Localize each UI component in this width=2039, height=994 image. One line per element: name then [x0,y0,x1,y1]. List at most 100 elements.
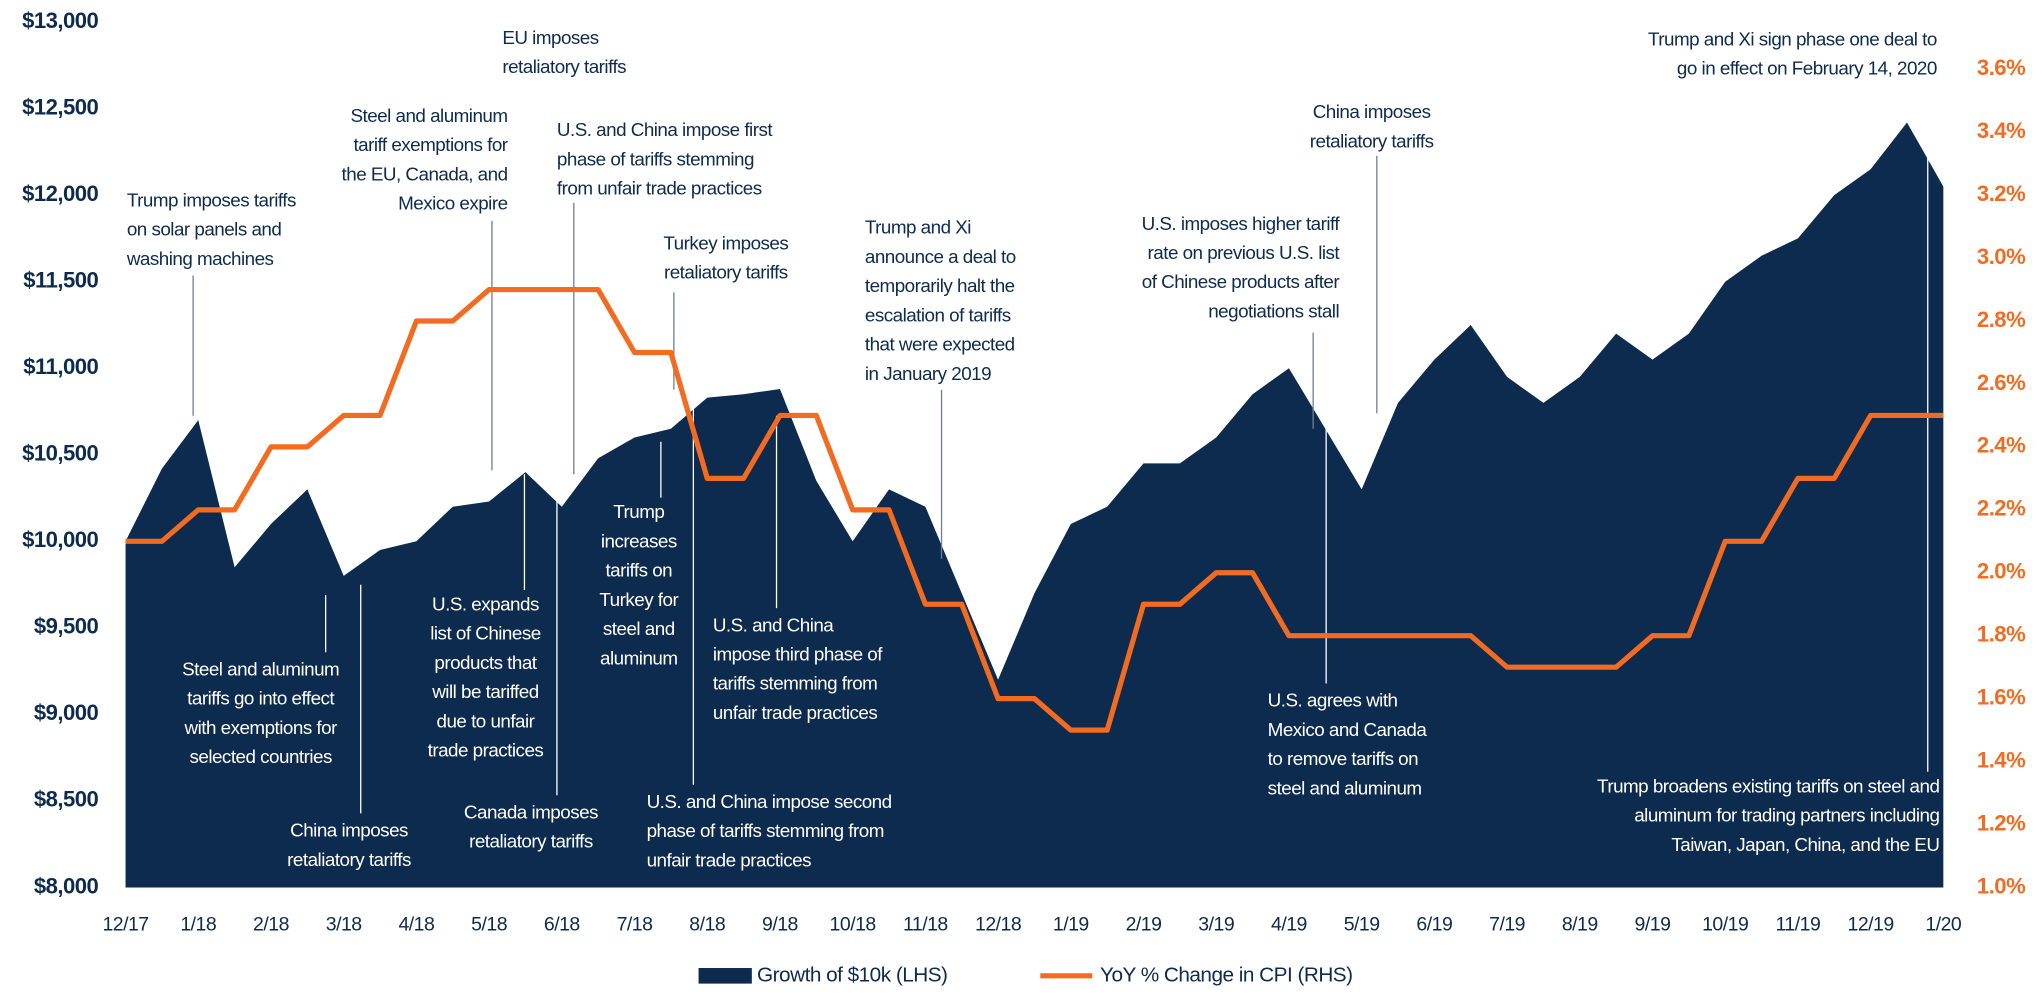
x-tick-label: 1/20 [1925,913,1962,935]
annotation-text: steel and [603,618,675,639]
y2-tick-label: 2.0% [1977,559,2026,584]
x-tick-label: 12/18 [975,913,1021,935]
annotation-text: Mexico and Canada [1268,719,1428,740]
annotation-text: U.S. imposes higher tariff [1142,213,1341,234]
annotation-text: tariffs go into effect [187,688,335,709]
x-tick-label: 4/18 [398,913,434,935]
x-tick-label: 11/18 [903,913,948,935]
x-tick-label: 9/19 [1635,913,1671,935]
y2-tick-label: 2.2% [1977,496,2026,521]
annotation-text: tariffs stemming from [713,673,878,694]
annotation-text: China imposes [1313,101,1431,122]
annotation-text: Canada imposes [464,801,598,822]
x-tick-label: 3/18 [326,913,362,935]
annotation-text: Steel and aluminum [350,105,507,126]
annotation-text: U.S. and China [713,614,834,635]
legend-label: YoY % Change in CPI (RHS) [1100,963,1352,986]
x-tick-label: 8/19 [1562,913,1598,935]
y-tick-label: $12,500 [22,94,98,119]
annotation-text: phase of tariffs stemming [557,148,754,169]
y-tick-label: $11,500 [23,268,98,293]
x-tick-label: 6/19 [1416,913,1452,935]
x-tick-label: 10/19 [1702,913,1748,935]
annotation-text: tariffs on [605,560,672,581]
annotation-text: Steel and aluminum [182,658,339,679]
annotation-text: products that [434,652,537,673]
annotation-text: Taiwan, Japan, China, and the EU [1671,834,1939,855]
x-tick-label: 10/18 [830,913,876,935]
y-tick-label: $9,500 [34,614,99,639]
annotation-text: temporarily halt the [865,275,1015,296]
y-tick-label: $11,000 [23,354,98,379]
y2-tick-label: 2.8% [1977,307,2026,332]
annotation-text: U.S. agrees with [1268,690,1398,711]
annotation-text: Trump [613,501,664,522]
y2-tick-label: 1.0% [1977,873,2026,898]
y2-tick-label: 3.4% [1977,118,2026,143]
annotation-text: aluminum [600,647,677,668]
annotation-text: retaliatory tariffs [502,56,626,77]
annotation-text: list of Chinese [430,623,541,644]
annotation-text: escalation of tariffs [865,304,1011,325]
x-tick-label: 7/18 [617,913,653,935]
annotation-text: retaliatory tariffs [287,849,411,870]
annotation-text: aluminum for trading partners including [1634,805,1939,826]
y2-tick-label: 3.2% [1977,181,2026,206]
y-tick-label: $10,000 [22,527,98,552]
x-tick-label: 6/18 [544,913,580,935]
annotation-text: negotiations stall [1208,300,1339,321]
y-tick-label: $10,500 [22,441,98,466]
annotation-text: U.S. and China impose second [647,791,892,812]
y-tick-label: $13,000 [22,8,98,33]
y2-tick-label: 1.6% [1977,684,2026,709]
legend-label: Growth of $10k (LHS) [757,963,947,986]
annotation-text: from unfair trade practices [557,178,762,199]
annotation-text: phase of tariffs stemming from [647,820,884,841]
x-tick-label: 12/19 [1848,913,1894,935]
annotation-text: increases [601,530,677,551]
y2-tick-label: 3.6% [1977,55,2026,80]
x-tick-label: 8/18 [689,913,725,935]
annotation-text: Trump imposes tariffs [127,189,296,210]
annotation-text: retaliatory tariffs [664,261,788,282]
annotation-text: retaliatory tariffs [1310,130,1434,151]
annotation-text: EU imposes [502,27,598,48]
y-tick-label: $8,500 [34,787,99,812]
x-tick-label: 1/19 [1053,913,1089,935]
annotation-text: Trump broadens existing tariffs on steel… [1597,775,1939,796]
annotation-text: go in effect on February 14, 2020 [1677,57,1937,78]
x-tick-label: 11/19 [1776,913,1821,935]
annotation-text: Trump and Xi [865,217,971,238]
annotation-text: China imposes [290,820,408,841]
annotation-text: Trump and Xi sign phase one deal to [1648,28,1937,49]
annotation-text: tariff exemptions for [353,134,507,155]
y2-tick-label: 3.0% [1977,244,2026,269]
growth-area [125,122,1944,888]
annotation-text: with exemptions for [184,717,338,738]
y2-tick-label: 1.2% [1977,810,2026,835]
y2-tick-label: 1.8% [1977,622,2026,647]
annotation-text: washing machines [126,248,274,269]
annotation-text: U.S. expands [432,593,539,614]
annotation-text: to remove tariffs on [1268,748,1418,769]
y-tick-label: $12,000 [22,181,98,206]
x-tick-label: 4/19 [1271,913,1307,935]
annotation-text: retaliatory tariffs [469,831,593,852]
annotation-text: on solar panels and [127,219,282,240]
y-tick-label: $9,000 [34,700,99,725]
y-tick-label: $8,000 [34,873,99,898]
x-tick-label: 5/18 [471,913,507,935]
x-tick-label: 3/19 [1198,913,1234,935]
annotation-text: impose third phase of [713,644,883,665]
annotation-text: U.S. and China impose first [557,119,773,140]
annotation-text: in January 2019 [865,363,991,384]
annotation-text: announce a deal to [865,246,1016,267]
y2-tick-label: 2.4% [1977,433,2026,458]
annotation-text: steel and aluminum [1268,777,1422,798]
annotation-text: Turkey imposes [663,232,788,253]
annotation-text: Turkey for [599,589,678,610]
annotation-text: unfair trade practices [647,849,811,870]
annotation-text: trade practices [428,740,544,761]
x-tick-label: 12/17 [102,913,148,935]
